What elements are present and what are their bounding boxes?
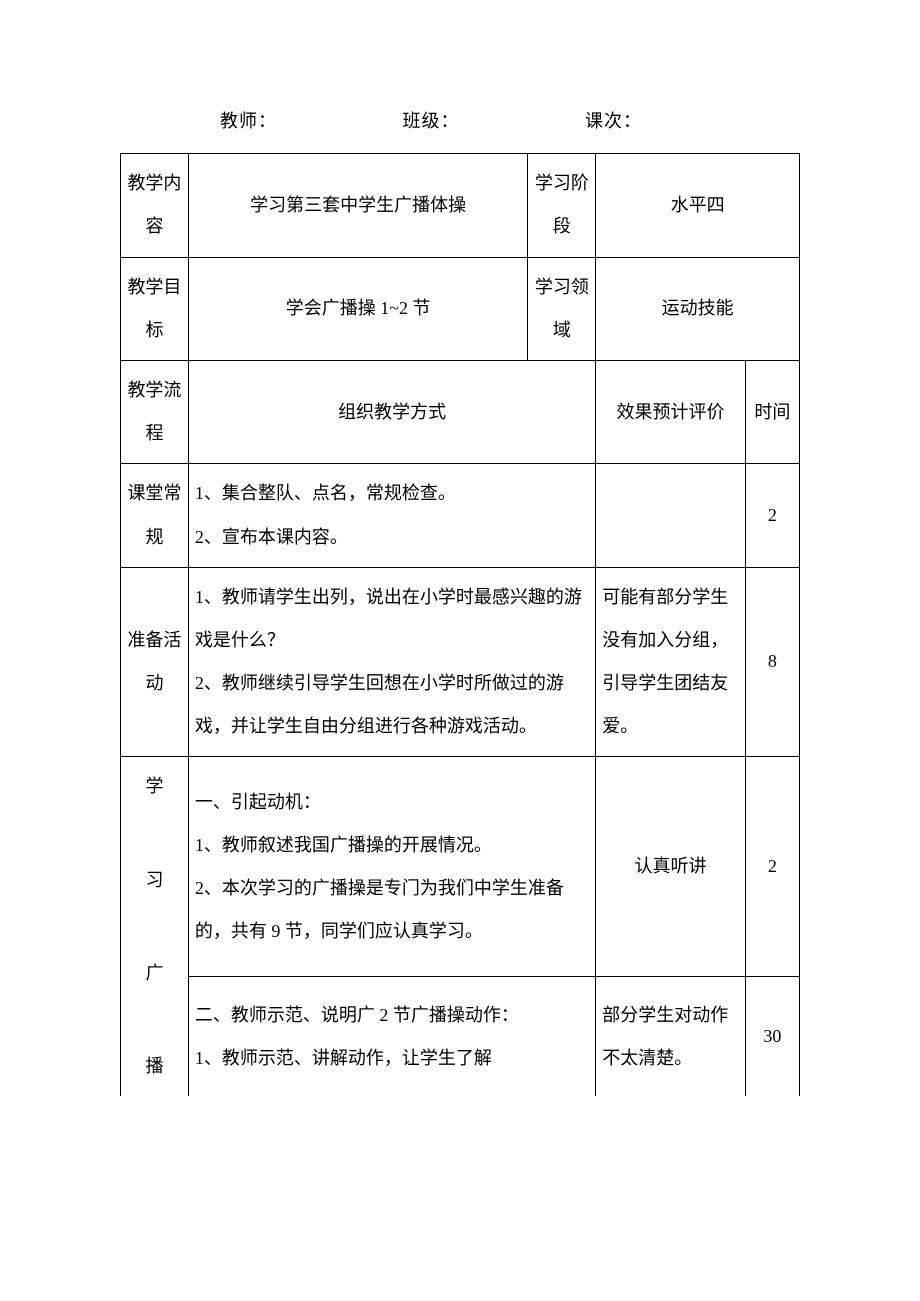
teaching-goal: 学会广播操 1~2 节 — [188, 257, 528, 360]
table-row: 教学流程 组织教学方式 效果预计评价 时间 — [121, 360, 800, 463]
process-label: 教学流程 — [121, 360, 189, 463]
learn-label-line: 广 — [125, 952, 184, 995]
prep-label: 准备活动 — [121, 567, 189, 757]
table-row: 二、教师示范、说明广 2 节广播操动作：1、教师示范、讲解动作，让学生了解 部分… — [121, 977, 800, 1096]
lesson-label: 课次： — [585, 100, 642, 143]
routine-label: 课堂常规 — [121, 464, 189, 567]
prep-eval: 可能有部分学生没有加入分组，引导学生团结友爱。 — [596, 567, 745, 757]
method-header: 组织教学方式 — [188, 360, 595, 463]
time-header: 时间 — [745, 360, 799, 463]
header-line: 教师： 班级： 课次： — [120, 100, 800, 143]
learn-label-line: 播 — [125, 1045, 184, 1088]
stage-value: 水平四 — [596, 154, 800, 257]
learn-label-line: 学 — [125, 765, 184, 808]
table-row: 教学内容 学习第三套中学生广播体操 学习阶段 水平四 — [121, 154, 800, 257]
learn-content-1: 一、引起动机：1、教师叙述我国广播操的开展情况。2、本次学习的广播操是专门为我们… — [188, 757, 595, 977]
learn-time-2: 30 — [745, 977, 799, 1096]
learn-eval-1: 认真听讲 — [596, 757, 745, 977]
domain-value: 运动技能 — [596, 257, 800, 360]
routine-eval — [596, 464, 745, 567]
lesson-plan-table: 教学内容 学习第三套中学生广播体操 学习阶段 水平四 教学目标 学会广播操 1~… — [120, 153, 800, 1096]
row-label: 教学目标 — [121, 257, 189, 360]
routine-content: 1、集合整队、点名，常规检查。2、宣布本课内容。 — [188, 464, 595, 567]
table-row: 学 习 广 播 一、引起动机：1、教师叙述我国广播操的开展情况。2、本次学习的广… — [121, 757, 800, 977]
learn-time-1: 2 — [745, 757, 799, 977]
routine-time: 2 — [745, 464, 799, 567]
prep-content: 1、教师请学生出列，说出在小学时最感兴趣的游戏是什么？2、教师继续引导学生回想在… — [188, 567, 595, 757]
domain-label: 学习领域 — [528, 257, 596, 360]
table-row: 准备活动 1、教师请学生出列，说出在小学时最感兴趣的游戏是什么？2、教师继续引导… — [121, 567, 800, 757]
learn-content-2: 二、教师示范、说明广 2 节广播操动作：1、教师示范、讲解动作，让学生了解 — [188, 977, 595, 1096]
table-row: 教学目标 学会广播操 1~2 节 学习领域 运动技能 — [121, 257, 800, 360]
teacher-label: 教师： — [220, 100, 277, 143]
stage-label: 学习阶段 — [528, 154, 596, 257]
table-row: 课堂常规 1、集合整队、点名，常规检查。2、宣布本课内容。 2 — [121, 464, 800, 567]
row-label: 教学内容 — [121, 154, 189, 257]
class-label: 班级： — [403, 100, 460, 143]
eval-header: 效果预计评价 — [596, 360, 745, 463]
teaching-content: 学习第三套中学生广播体操 — [188, 154, 528, 257]
prep-time: 8 — [745, 567, 799, 757]
learn-eval-2: 部分学生对动作不太清楚。 — [596, 977, 745, 1096]
learn-label-line: 习 — [125, 859, 184, 902]
learn-label: 学 习 广 播 — [121, 757, 189, 1096]
